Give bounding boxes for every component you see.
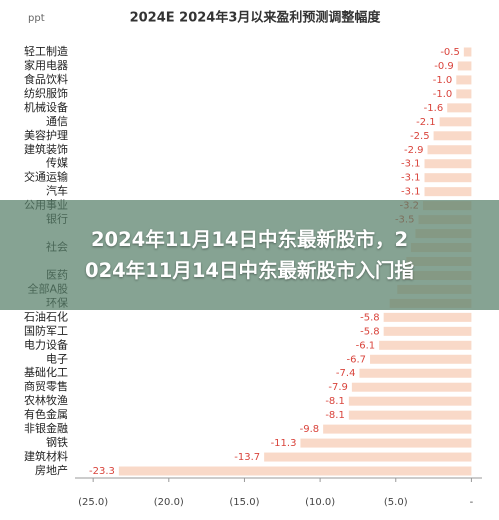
y-tick-label: 交通运输 [24, 170, 68, 184]
bar [379, 340, 472, 350]
bar [359, 368, 472, 378]
bar [456, 89, 472, 99]
y-tick-label: 家用电器 [24, 58, 68, 72]
y-tick-label: 房地产 [35, 463, 68, 477]
bar [457, 61, 472, 71]
bar [323, 424, 472, 434]
y-tick-label: 食品饮料 [24, 72, 68, 86]
value-label: -23.3 [89, 466, 115, 477]
y-tick-label: 基础化工 [24, 365, 68, 379]
value-label: -11.3 [271, 438, 297, 449]
x-tick-label: (10.0) [305, 497, 335, 508]
value-label: -7.9 [328, 382, 348, 393]
value-label: -8.1 [325, 410, 345, 421]
y-tick-label: 有色金属 [24, 407, 68, 421]
bar [348, 410, 472, 420]
unit-label: ppt [28, 13, 45, 24]
x-tick-label: (5.0) [384, 497, 408, 508]
value-label: -2.5 [410, 131, 430, 142]
y-tick-label: 农林牧渔 [24, 393, 68, 407]
y-tick-label: 建筑装饰 [24, 142, 68, 156]
x-tick-label: (20.0) [154, 497, 184, 508]
value-label: -7.4 [336, 368, 356, 379]
overlay-banner: 2024年11月14日中东最新股市，2 024年11月14日中东最新股市入门指 [0, 200, 499, 310]
bar [351, 382, 472, 392]
y-tick-label: 机械设备 [24, 100, 68, 114]
value-label: -0.9 [434, 61, 454, 72]
y-tick-label: 国防军工 [24, 323, 68, 337]
value-label: -1.0 [433, 89, 453, 100]
value-label: -3.1 [401, 173, 421, 184]
y-tick-label: 轻工制造 [24, 44, 68, 58]
bar [463, 47, 472, 57]
bar [424, 187, 472, 197]
y-tick-label: 纺织服饰 [24, 86, 68, 100]
value-label: -3.1 [401, 159, 421, 170]
bar [447, 103, 472, 113]
y-tick-label: 石油石化 [24, 309, 68, 323]
x-tick-label: (25.0) [78, 497, 108, 508]
bar [427, 145, 472, 155]
value-label: -9.8 [300, 424, 320, 435]
y-tick-label: 美容护理 [24, 128, 68, 142]
chart-title: 2024E 2024年3月以来盈利预测调整幅度 [130, 10, 382, 26]
y-tick-label: 汽车 [46, 184, 68, 198]
bar [370, 354, 472, 364]
y-tick-label: 钢铁 [46, 436, 68, 449]
value-label: -8.1 [325, 396, 345, 407]
value-label: -2.9 [404, 145, 424, 156]
bar [118, 466, 472, 476]
bar [383, 326, 472, 336]
bar [439, 117, 472, 127]
value-label: -2.1 [416, 117, 436, 128]
overlay-line: 024年11月14日中东最新股市入门指 [85, 259, 414, 282]
value-label: -0.5 [440, 47, 460, 58]
bar [264, 452, 472, 462]
bar [424, 173, 472, 183]
value-label: -1.6 [424, 103, 444, 114]
value-label: -3.1 [401, 187, 421, 198]
bar [433, 131, 472, 141]
x-tick-label: (15.0) [229, 497, 259, 508]
value-label: -13.7 [234, 452, 260, 463]
y-tick-label: 建筑材料 [24, 449, 68, 463]
overlay-line: 2024年11月14日中东最新股市，2 [90, 228, 409, 251]
value-label: -1.0 [433, 75, 453, 86]
value-label: -5.8 [360, 312, 380, 323]
y-tick-label: 传媒 [46, 157, 68, 170]
bar [383, 312, 472, 322]
value-label: -5.8 [360, 326, 380, 337]
value-label: -6.1 [356, 340, 376, 351]
value-label: -6.7 [347, 354, 367, 365]
bar [424, 159, 472, 169]
y-tick-label: 商贸零售 [24, 379, 68, 393]
bar [456, 75, 472, 85]
y-tick-label: 非银金融 [24, 421, 68, 435]
y-tick-label: 通信 [46, 115, 68, 128]
bar [300, 438, 472, 448]
bar [348, 396, 472, 406]
x-tick-label: - [470, 497, 474, 508]
y-tick-label: 电力设备 [24, 337, 68, 351]
y-tick-label: 电子 [46, 352, 68, 365]
